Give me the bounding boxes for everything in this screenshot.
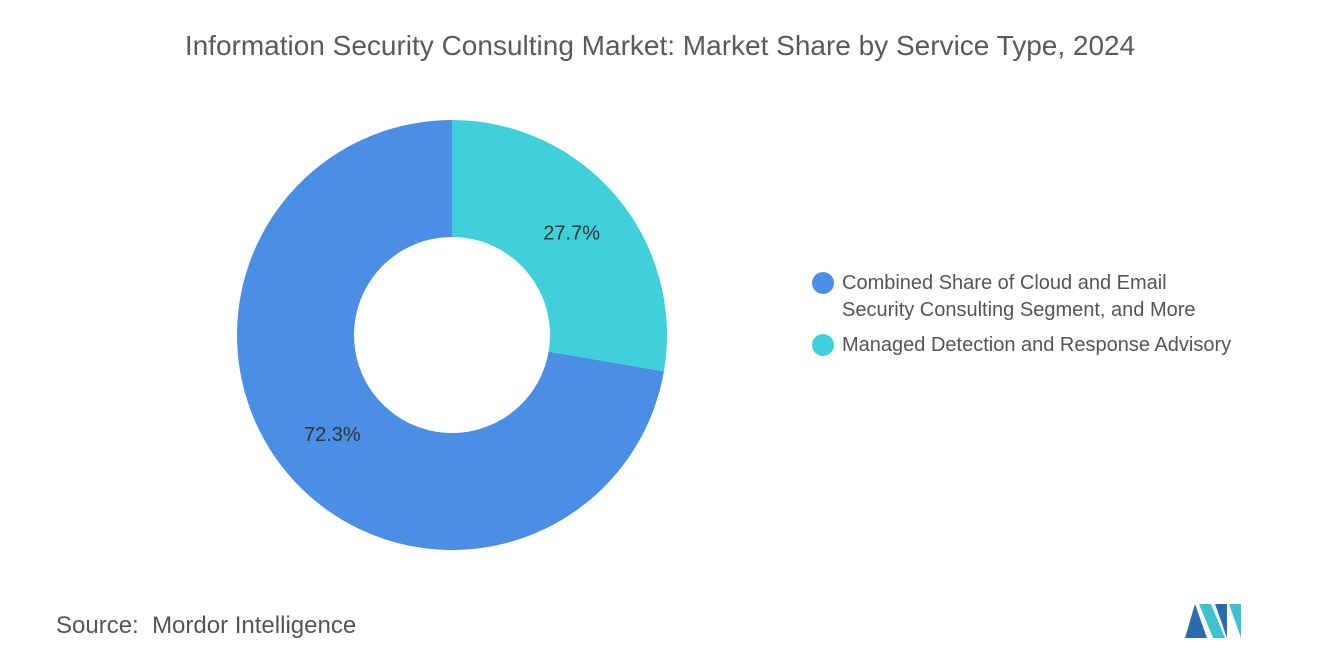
legend-swatch (812, 272, 834, 294)
legend-item: Combined Share of Cloud and Email Securi… (812, 270, 1292, 324)
slice (452, 120, 667, 372)
legend-item: Managed Detection and Response Advisory (812, 332, 1292, 359)
source-label: Source: (56, 612, 139, 639)
legend-swatch (812, 334, 834, 356)
legend-label: Managed Detection and Response Advisory (842, 334, 1232, 356)
legend: Combined Share of Cloud and Email Securi… (812, 270, 1292, 367)
logo (1185, 604, 1241, 638)
source: Source: Mordor Intelligence (56, 612, 356, 640)
chart-title: Information Security Consulting Market: … (184, 30, 1136, 61)
source-text: Mordor Intelligence (152, 612, 357, 639)
slice (236, 120, 664, 551)
data-label: 72.3% (304, 424, 361, 446)
data-label: 27.7% (543, 222, 600, 244)
legend-label: Combined Share of Cloud and Email Securi… (842, 272, 1196, 321)
